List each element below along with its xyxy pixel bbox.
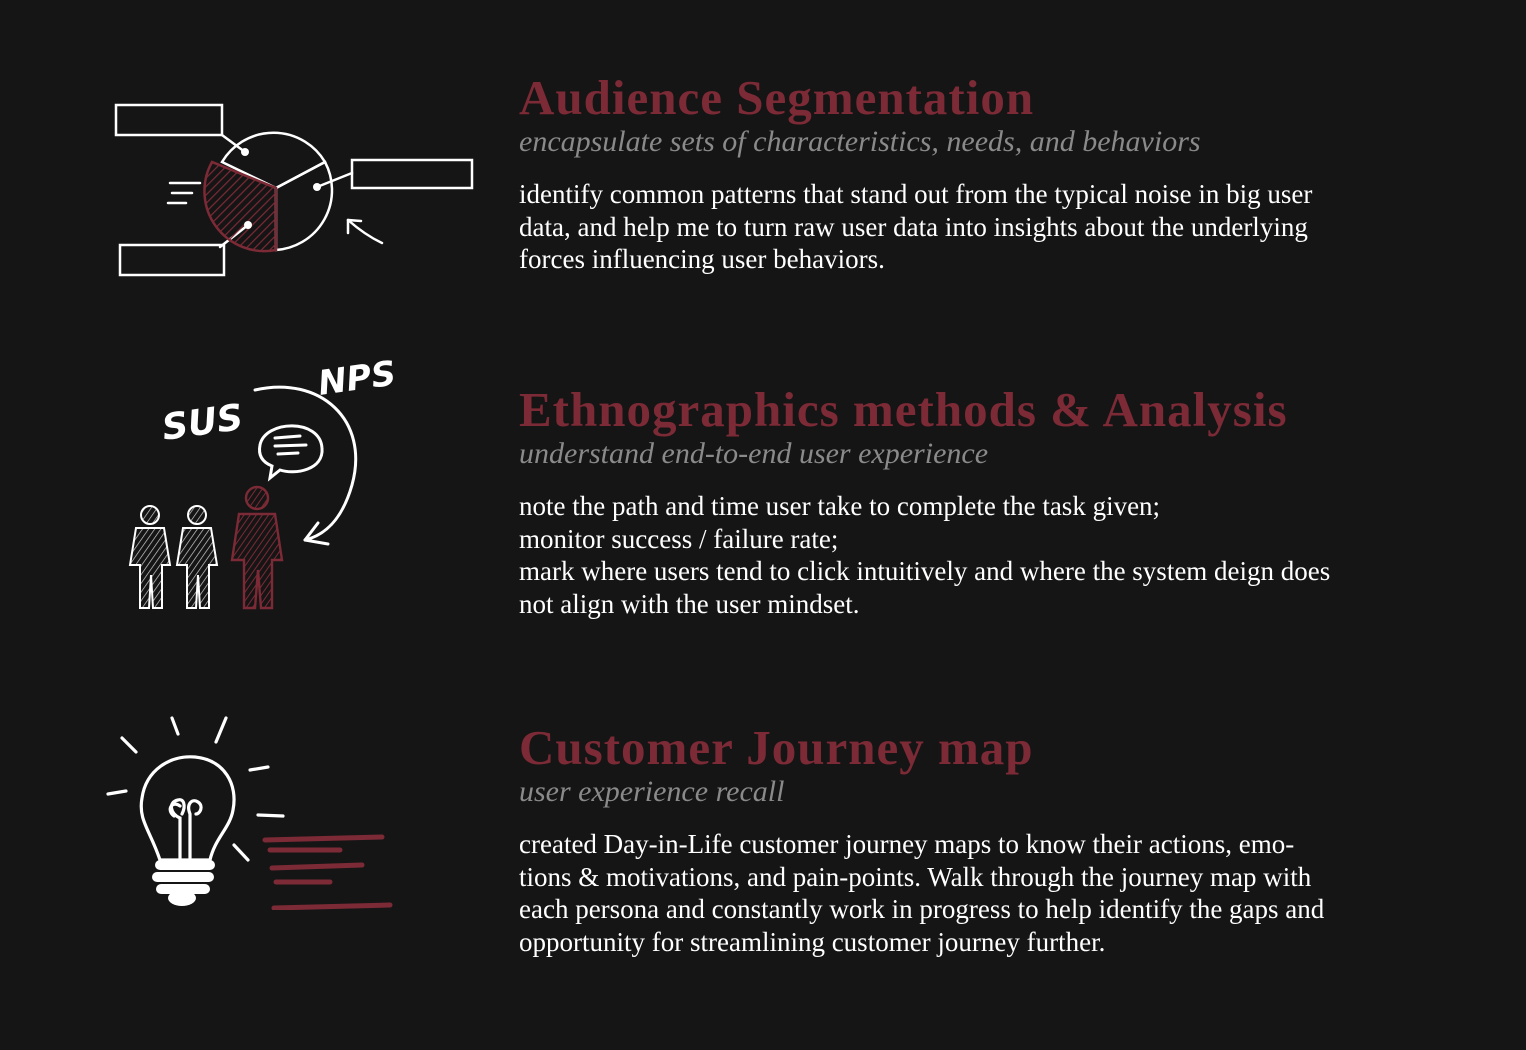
section-subtitle: encapsulate sets of characteristics, nee… <box>519 125 1201 158</box>
section-title: Audience Segmentation <box>519 70 1035 125</box>
description-line: created Day-in-Life customer journey map… <box>519 829 1295 859</box>
section-title: Customer Journey map <box>519 720 1034 775</box>
description-line: monitor success / failure rate; <box>519 523 839 554</box>
description-line: opportunity for streamlining customer jo… <box>519 927 1106 958</box>
lightbulb-sketch-icon <box>106 716 393 910</box>
description-line: note the path and time user take to comp… <box>519 491 1161 521</box>
person-icon <box>128 505 172 609</box>
red-lines-decoration <box>262 834 393 910</box>
section-subtitle: understand end-to-end user experience <box>519 437 989 470</box>
section-ethnographics: SUS NPS Ethnographics methods & Analysis… <box>0 320 1526 660</box>
section-description: identify common patterns that stand out … <box>519 178 1479 276</box>
user-research-sketch-icon: SUS NPS <box>128 360 399 610</box>
description-line: not align with the user mindset. <box>519 589 860 620</box>
pie-chart-sketch-icon <box>114 103 474 277</box>
person-icon <box>175 505 219 609</box>
sus-label: SUS <box>160 397 246 449</box>
description-line: data, and help me to turn raw user data … <box>519 211 1308 242</box>
description-line: mark where users tend to click intuitive… <box>519 556 1331 587</box>
section-audience-segmentation: Audience Segmentation encapsulate sets o… <box>0 0 1526 320</box>
section-subtitle: user experience recall <box>519 775 785 808</box>
section-description: created Day-in-Life customer journey map… <box>519 828 1479 959</box>
section-title: Ethnographics methods & Analysis <box>519 382 1288 437</box>
description-line: forces influencing user behaviors. <box>519 244 885 275</box>
description-line: tions & motivations, and pain-points. Wa… <box>519 861 1312 892</box>
description-line: each persona and constantly work in prog… <box>519 894 1325 925</box>
nps-label: NPS <box>316 360 399 404</box>
section-customer-journey: Customer Journey map user experience rec… <box>0 660 1526 1040</box>
description-line: identify common patterns that stand out … <box>519 179 1313 209</box>
section-description: note the path and time user take to comp… <box>519 490 1479 621</box>
highlighted-person-icon <box>230 485 284 610</box>
